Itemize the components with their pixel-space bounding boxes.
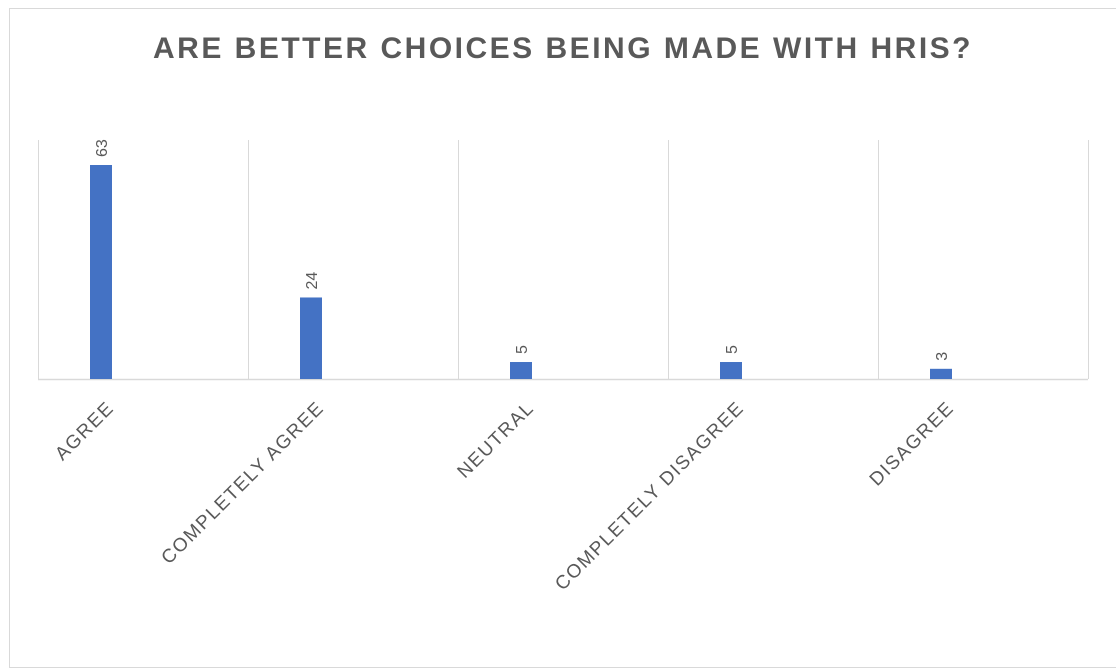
data-label: 24: [304, 272, 321, 290]
bar: [90, 165, 112, 379]
category-label: DISAGREE: [866, 398, 959, 491]
data-label: 5: [514, 345, 531, 354]
bar: [510, 362, 532, 379]
bar: [930, 368, 952, 379]
category-label: AGREE: [51, 398, 118, 465]
bar: [720, 362, 742, 379]
chart-title: ARE BETTER CHOICES BEING MADE WITH HRIS?: [152, 32, 973, 65]
bar: [300, 297, 322, 379]
data-label: 63: [94, 139, 111, 157]
data-label: 5: [724, 345, 741, 354]
data-label: 3: [934, 352, 951, 361]
category-label: COMPLETELY AGREE: [158, 398, 329, 569]
bar-chart: 63 AGREE 24 COMPLETELY AGREE 5 NEUTRAL 5 COMPLE…: [38, 139, 1089, 595]
category-label: COMPLETELY DISAGREE: [551, 398, 748, 595]
category-label: NEUTRAL: [454, 398, 539, 483]
